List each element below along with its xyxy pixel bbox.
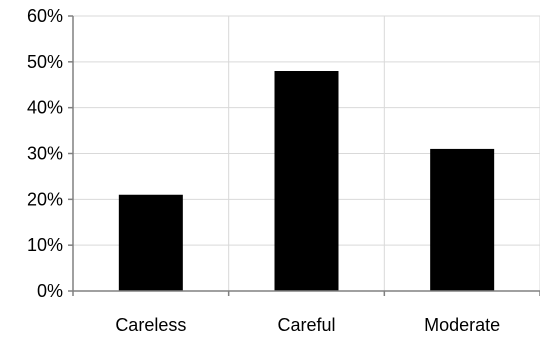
bar-careful (274, 71, 339, 291)
category-labels: Careless Careful Moderate (115, 315, 500, 335)
y-tick-label: 0% (37, 281, 63, 301)
y-tick-label: 20% (27, 189, 63, 209)
y-tick-label: 50% (27, 52, 63, 72)
category-label: Careful (277, 315, 335, 335)
bar-careless (118, 194, 183, 291)
category-label: Moderate (424, 315, 500, 335)
y-tick-label: 60% (27, 6, 63, 26)
y-tick-label: 10% (27, 235, 63, 255)
y-tick-labels: 0% 10% 20% 30% 40% 50% 60% (27, 6, 63, 301)
y-tick-label: 40% (27, 98, 63, 118)
y-tick-label: 30% (27, 144, 63, 164)
axes (68, 15, 540, 296)
bars (118, 71, 495, 291)
category-label: Careless (115, 315, 186, 335)
bar-moderate (430, 148, 495, 291)
